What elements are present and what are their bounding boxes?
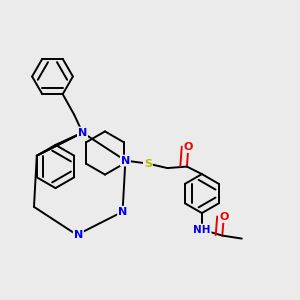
Text: N: N	[121, 156, 130, 166]
Text: O: O	[219, 212, 229, 222]
Text: O: O	[184, 142, 193, 152]
Text: S: S	[144, 159, 152, 169]
Text: N: N	[118, 207, 127, 217]
Text: NH: NH	[193, 225, 211, 235]
Text: N: N	[78, 128, 87, 138]
Text: N: N	[74, 230, 83, 240]
